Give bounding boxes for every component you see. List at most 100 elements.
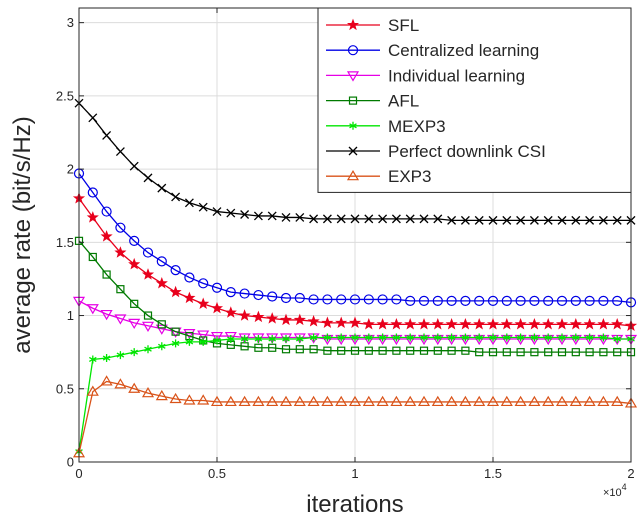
x-marker xyxy=(612,215,622,225)
triangle-up-marker xyxy=(390,395,403,407)
x-marker xyxy=(474,215,484,225)
square-marker xyxy=(502,348,511,357)
x-tick-label: 1.5 xyxy=(484,466,502,481)
triangle-up-marker xyxy=(86,385,99,396)
square-marker xyxy=(599,348,608,357)
square-marker xyxy=(350,346,360,355)
triangle-up-marker xyxy=(348,395,362,407)
star-marker xyxy=(321,316,334,329)
square-marker xyxy=(102,270,111,279)
legend: SFL Centralized learning Individual learni… xyxy=(317,7,632,193)
circle-marker xyxy=(515,295,526,307)
x-marker xyxy=(585,215,595,225)
circle-marker xyxy=(170,265,181,276)
asterisk-marker xyxy=(130,348,139,357)
x-tick-label: 1 xyxy=(351,466,358,481)
star-marker xyxy=(266,312,279,324)
triangle-up-marker xyxy=(555,395,569,407)
circle-marker xyxy=(129,235,140,246)
circle-marker xyxy=(460,295,471,307)
triangle-up-marker xyxy=(100,375,113,386)
triangle-up-marker xyxy=(293,395,306,407)
square-marker xyxy=(419,346,429,355)
asterisk-marker xyxy=(420,333,428,342)
series-layer xyxy=(72,98,638,458)
square-marker xyxy=(488,348,498,357)
triangle-up-marker xyxy=(473,395,486,407)
circle-marker xyxy=(418,295,430,307)
asterisk-marker xyxy=(475,333,484,342)
triangle-up-marker xyxy=(611,395,624,407)
asterisk-marker xyxy=(571,333,580,342)
square-marker xyxy=(557,348,567,357)
triangle-up-marker xyxy=(266,395,279,407)
circle-marker xyxy=(543,295,554,307)
triangle-up-marker xyxy=(583,395,596,407)
star-marker xyxy=(390,317,403,330)
square-marker xyxy=(295,345,304,354)
star-marker xyxy=(597,317,610,330)
triangle-up-marker xyxy=(597,395,610,407)
x-marker xyxy=(322,214,332,224)
asterisk-marker xyxy=(364,333,373,342)
star-marker xyxy=(86,211,99,223)
square-marker xyxy=(613,348,622,357)
asterisk-marker xyxy=(447,333,456,342)
triangle-down-marker xyxy=(183,329,196,340)
square-marker xyxy=(378,346,387,355)
x-tick-label: 0.5 xyxy=(208,466,226,481)
star-marker xyxy=(238,309,251,321)
legend-label: EXP3 xyxy=(388,167,431,186)
star-marker xyxy=(114,246,127,258)
triangle-up-marker xyxy=(376,395,389,407)
x-marker xyxy=(281,212,291,222)
star-marker xyxy=(169,285,182,298)
star-marker xyxy=(197,297,210,309)
asterisk-marker xyxy=(116,351,125,360)
triangle-down-marker xyxy=(86,304,99,315)
circle-marker xyxy=(336,294,347,305)
series-sfl xyxy=(72,192,638,331)
triangle-up-marker xyxy=(417,395,431,407)
asterisk-marker xyxy=(599,333,608,342)
x-marker xyxy=(198,202,208,212)
asterisk-marker xyxy=(489,333,497,342)
triangle-up-marker xyxy=(459,395,472,407)
series-perfect-downlink-csi xyxy=(74,98,636,225)
star-marker xyxy=(279,313,293,326)
star-marker xyxy=(404,317,417,330)
legend-label: Centralized learning xyxy=(388,41,539,60)
triangle-up-marker xyxy=(542,395,555,407)
y-tick-label: 1.5 xyxy=(56,235,74,250)
triangle-up-marker xyxy=(307,395,320,407)
star-marker xyxy=(183,291,196,304)
circle-marker xyxy=(253,289,264,301)
circle-marker xyxy=(584,295,595,307)
asterisk-marker xyxy=(502,333,511,342)
square-marker xyxy=(281,345,291,354)
y-tick-label: 3 xyxy=(67,15,74,30)
circle-marker xyxy=(87,187,98,198)
x-marker xyxy=(488,215,498,225)
circle-marker xyxy=(432,295,443,307)
square-marker xyxy=(364,346,373,355)
x-marker xyxy=(433,214,443,224)
asterisk-marker xyxy=(349,121,357,130)
legend-item: MEXP3 xyxy=(326,117,446,136)
triangle-up-marker xyxy=(183,394,196,405)
triangle-up-marker xyxy=(404,395,417,407)
star-marker xyxy=(514,317,527,330)
x-marker xyxy=(115,147,125,156)
circle-marker xyxy=(474,295,485,307)
triangle-up-marker xyxy=(224,395,237,407)
x-marker xyxy=(348,146,358,156)
square-marker xyxy=(323,346,332,355)
x-marker xyxy=(267,211,277,221)
star-marker xyxy=(542,317,555,330)
legend-label: AFL xyxy=(388,92,419,111)
x-marker xyxy=(516,215,526,225)
series-line xyxy=(78,380,632,454)
x-marker xyxy=(157,183,167,193)
asterisk-marker xyxy=(102,354,111,363)
star-marker xyxy=(583,317,596,330)
